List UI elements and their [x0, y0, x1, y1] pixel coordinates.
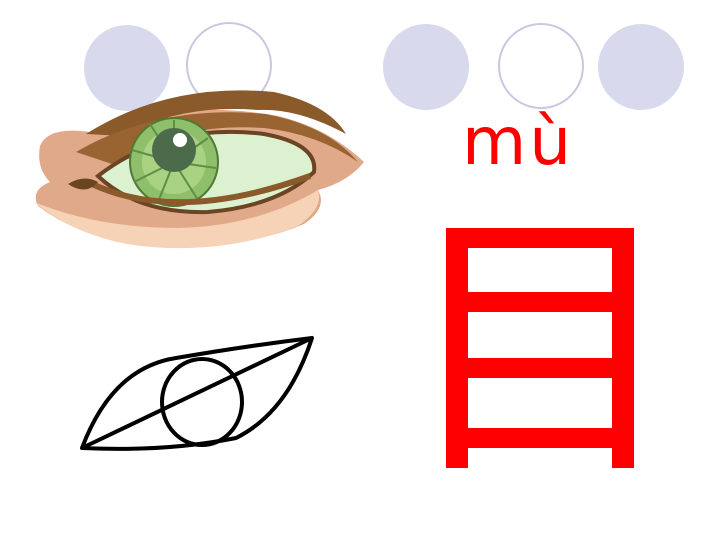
eye-highlight: [173, 133, 187, 147]
character-stroke-lower-middle: [446, 358, 634, 378]
pupil: [152, 128, 196, 172]
upper-lid-crease: [76, 112, 358, 164]
decorative-circle: [84, 25, 170, 111]
eye-illustration-icon: [34, 90, 364, 249]
character-stroke-top: [446, 228, 634, 248]
character-stroke-upper-middle: [446, 292, 634, 312]
eye-iris-outline: [160, 357, 244, 447]
decorative-circle: [598, 24, 684, 110]
character-stroke-right: [612, 228, 634, 468]
eyebrow: [86, 90, 346, 136]
chinese-character-glyph: 目: [446, 228, 634, 468]
pinyin-label: mù: [462, 103, 575, 180]
character-stroke-bottom: [446, 428, 634, 448]
eye-sketch-icon: [80, 336, 314, 451]
eye-lower-skin: [34, 190, 320, 249]
decorative-circle-outline: [498, 23, 584, 109]
character-stroke-left: [446, 228, 468, 468]
decorative-circle: [383, 24, 469, 110]
inner-corner: [68, 178, 98, 190]
eye-outline: [80, 336, 314, 451]
lower-lid: [90, 173, 312, 206]
